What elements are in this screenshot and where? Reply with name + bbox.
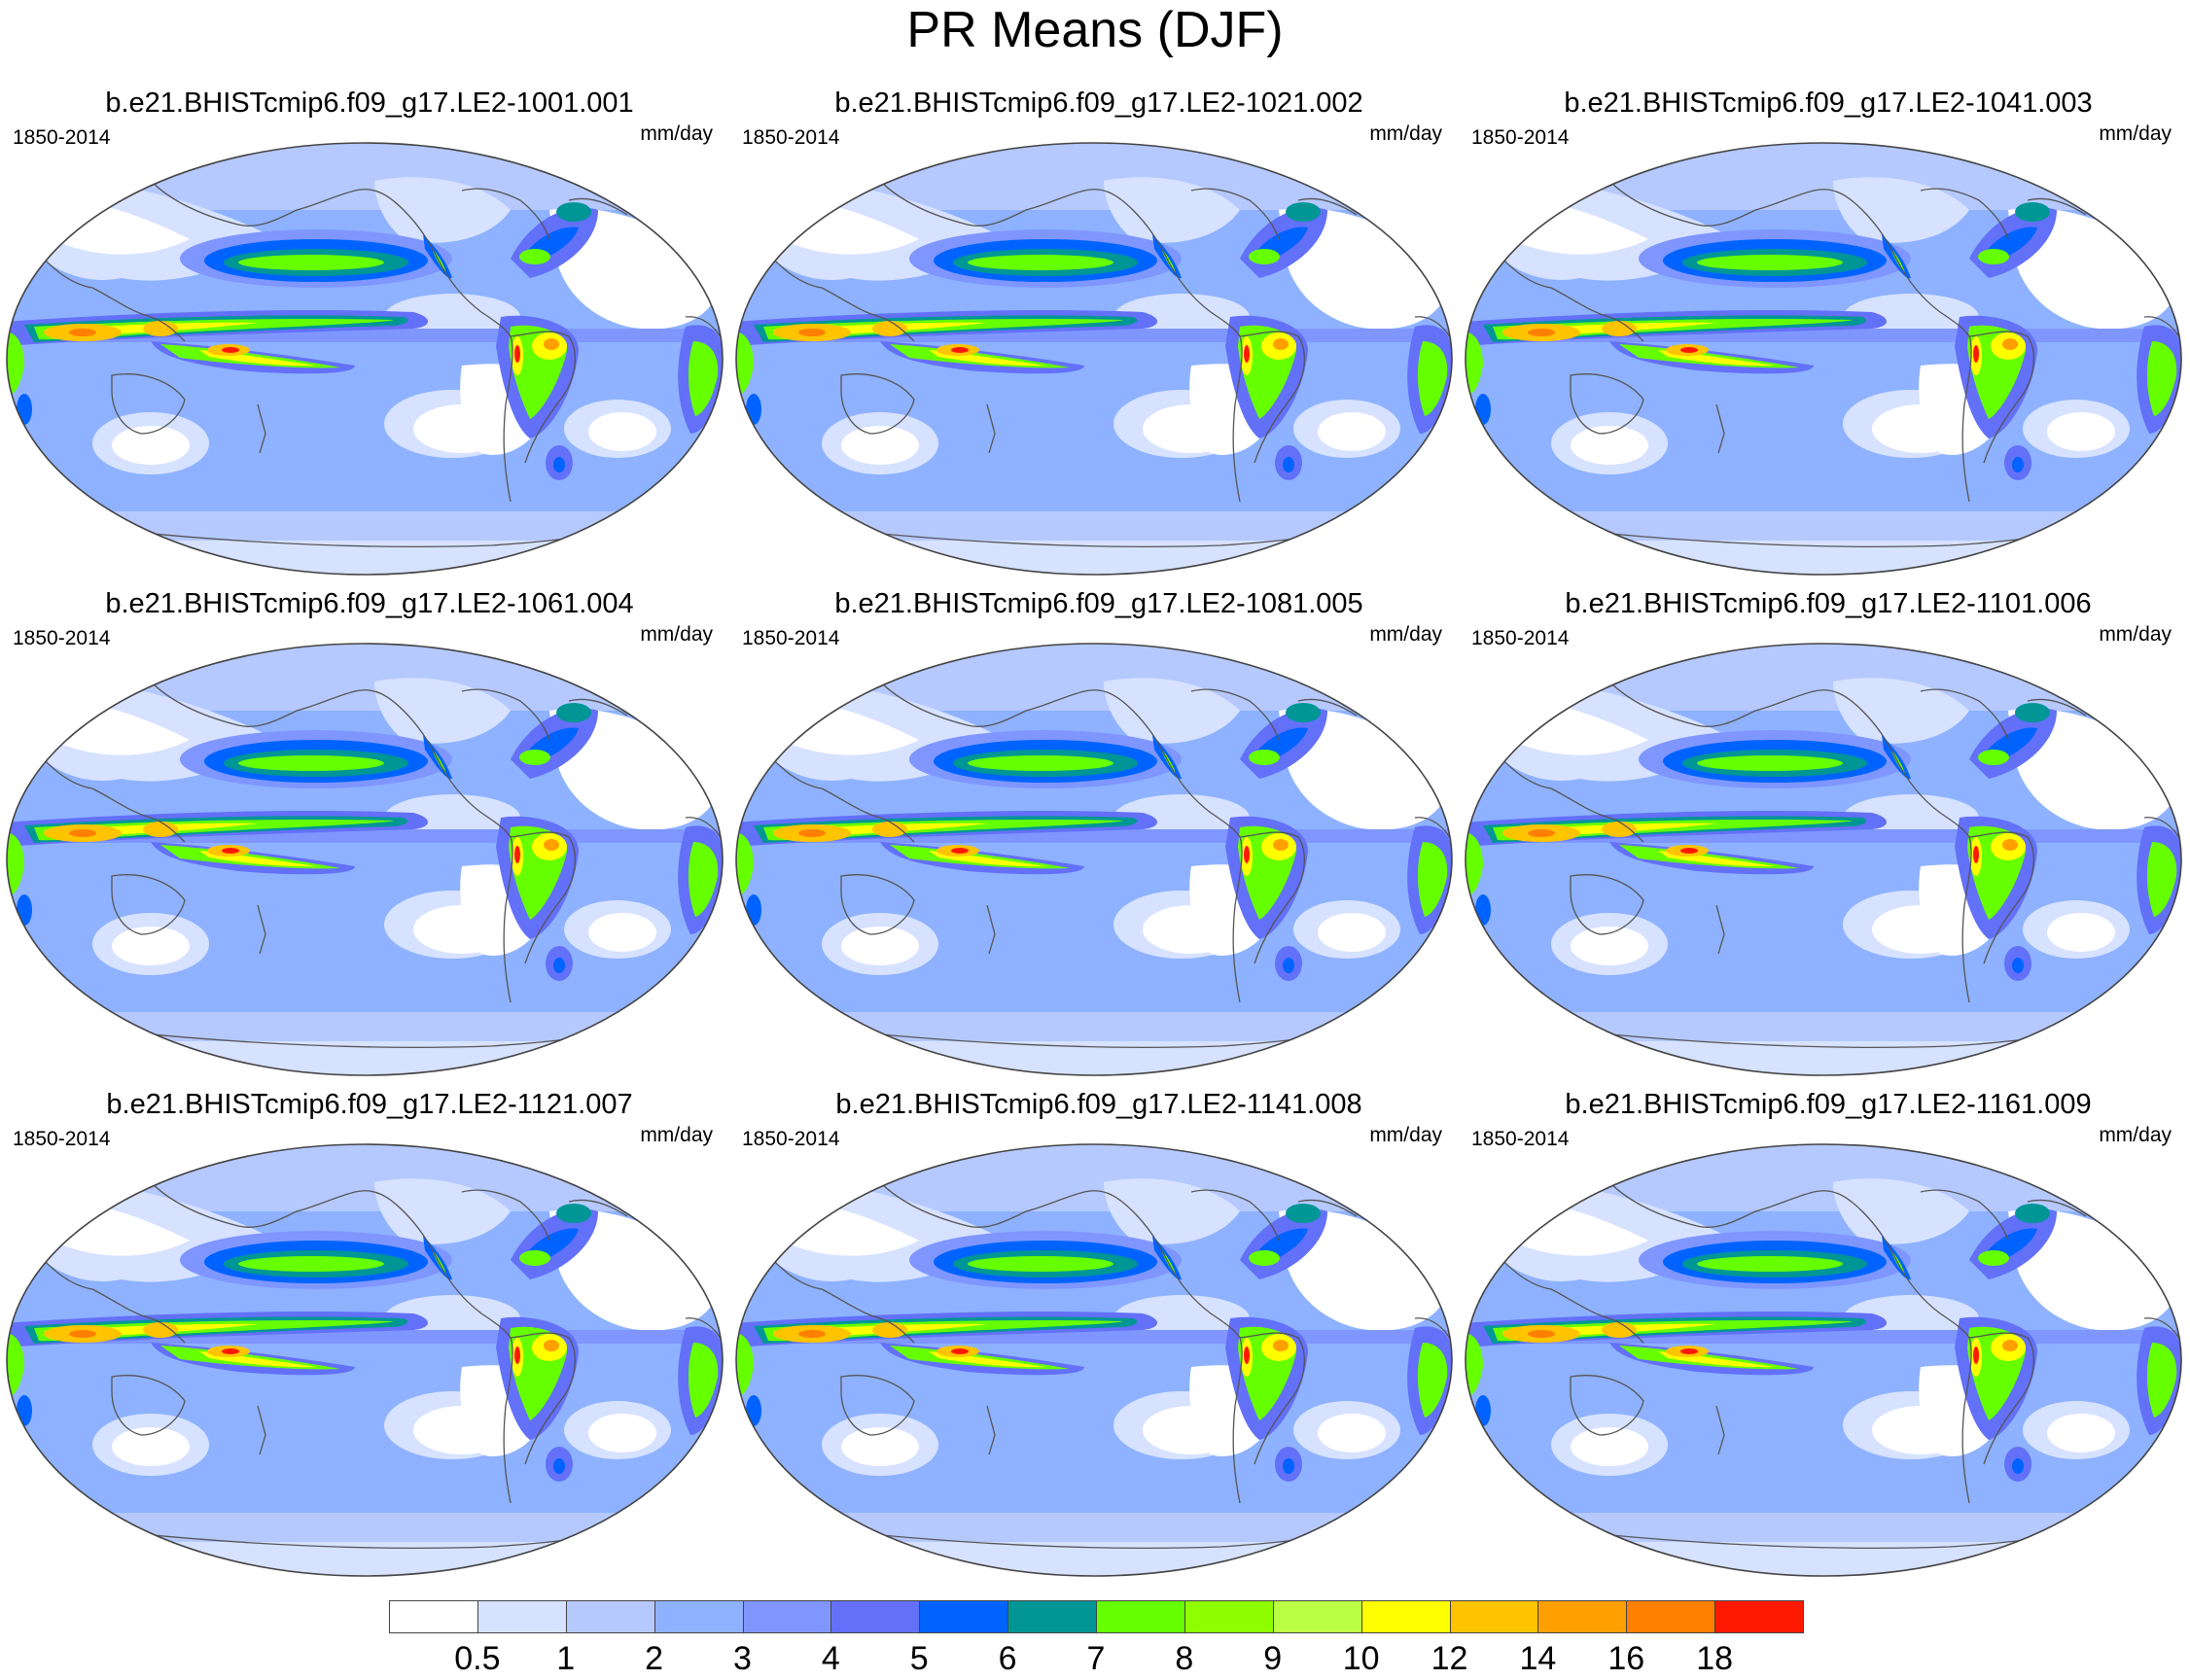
precipitation-map [735,643,1453,1076]
precipitation-map [6,142,724,576]
panel-units: mm/day [1369,623,1442,646]
colorbar-box [1626,1600,1716,1633]
panel-units: mm/day [1369,1124,1442,1146]
panel-period: 1850-2014 [742,126,840,149]
colorbar-label: 18 [1696,1640,1734,1677]
map-panel: b.e21.BHISTcmip6.f09_g17.LE2-1121.007 185… [5,1087,734,1592]
colorbar-box [1096,1600,1185,1633]
map-panel: b.e21.BHISTcmip6.f09_g17.LE2-1021.002 185… [734,86,1464,591]
colorbar-box [1183,1600,1274,1633]
panel-period: 1850-2014 [742,1128,840,1150]
panel-units: mm/day [2099,1124,2172,1146]
colorbar-label: 0.5 [454,1640,501,1677]
panel-title: b.e21.BHISTcmip6.f09_g17.LE2-1001.001 [105,88,634,119]
panel-period: 1850-2014 [742,627,840,649]
map-panel: b.e21.BHISTcmip6.f09_g17.LE2-1141.008 185… [734,1087,1464,1592]
precipitation-map [735,1143,1453,1577]
map-panel: b.e21.BHISTcmip6.f09_g17.LE2-1101.006 185… [1464,586,2190,1092]
colorbar-label: 4 [821,1640,840,1677]
panel-title: b.e21.BHISTcmip6.f09_g17.LE2-1021.002 [834,88,1363,119]
colorbar-label: 5 [909,1640,929,1677]
panel-title: b.e21.BHISTcmip6.f09_g17.LE2-1061.004 [105,588,634,619]
maps-grid: b.e21.BHISTcmip6.f09_g17.LE2-1001.001 185… [5,86,2190,1577]
colorbar-box [1537,1600,1628,1633]
panel-units: mm/day [640,1124,713,1146]
colorbar-label: 3 [733,1640,752,1677]
colorbar-box [1272,1600,1362,1633]
panel-units: mm/day [640,623,713,646]
colorbar-label: 2 [645,1640,664,1677]
colorbar-box [477,1600,567,1633]
precipitation-map [6,643,724,1076]
map-panel: b.e21.BHISTcmip6.f09_g17.LE2-1081.005 185… [734,586,1464,1092]
colorbar-label: 9 [1263,1640,1283,1677]
figure-title: PR Means (DJF) [906,2,1284,58]
map-panel: b.e21.BHISTcmip6.f09_g17.LE2-1061.004 185… [5,586,734,1092]
map-panel: b.e21.BHISTcmip6.f09_g17.LE2-1041.003 185… [1464,86,2190,591]
panel-title: b.e21.BHISTcmip6.f09_g17.LE2-1161.009 [1565,1089,2092,1120]
panel-units: mm/day [1369,122,1442,145]
panel-title: b.e21.BHISTcmip6.f09_g17.LE2-1101.006 [1565,588,2092,619]
colorbar-label: 16 [1607,1640,1645,1677]
panel-title: b.e21.BHISTcmip6.f09_g17.LE2-1141.008 [835,1089,1362,1120]
panel-period: 1850-2014 [13,627,111,649]
map-panel: b.e21.BHISTcmip6.f09_g17.LE2-1161.009 185… [1464,1087,2190,1592]
colorbar [389,1600,1804,1635]
panel-title: b.e21.BHISTcmip6.f09_g17.LE2-1081.005 [834,588,1363,619]
panel-units: mm/day [2099,623,2172,646]
colorbar-box [919,1600,1009,1633]
colorbar-label: 1 [556,1640,576,1677]
colorbar-label: 10 [1342,1640,1380,1677]
colorbar-box [1449,1600,1539,1633]
colorbar-box [1007,1600,1097,1633]
panel-period: 1850-2014 [1471,627,1570,649]
panel-units: mm/day [2099,122,2172,145]
precipitation-map [6,1143,724,1577]
precipitation-map [1465,1143,2182,1577]
panel-title: b.e21.BHISTcmip6.f09_g17.LE2-1121.007 [106,1089,633,1120]
colorbar-box [830,1600,921,1633]
colorbar-box [1360,1600,1451,1633]
colorbar-label: 14 [1519,1640,1557,1677]
precipitation-map [735,142,1453,576]
panel-period: 1850-2014 [1471,1128,1570,1150]
precipitation-map [1465,142,2182,576]
panel-period: 1850-2014 [13,1128,111,1150]
colorbar-box [389,1600,478,1633]
colorbar-label: 6 [998,1640,1017,1677]
colorbar-label: 12 [1431,1640,1468,1677]
colorbar-label: 7 [1086,1640,1106,1677]
colorbar-box [565,1600,655,1633]
panel-period: 1850-2014 [1471,126,1570,149]
panel-title: b.e21.BHISTcmip6.f09_g17.LE2-1041.003 [1564,88,2093,119]
panel-units: mm/day [640,122,713,145]
colorbar-label: 8 [1175,1640,1194,1677]
precipitation-map [1465,643,2182,1076]
colorbar-box [1714,1600,1804,1633]
map-panel: b.e21.BHISTcmip6.f09_g17.LE2-1001.001 185… [5,86,734,591]
colorbar-box [653,1600,744,1633]
panel-period: 1850-2014 [13,126,111,149]
colorbar-box [742,1600,832,1633]
